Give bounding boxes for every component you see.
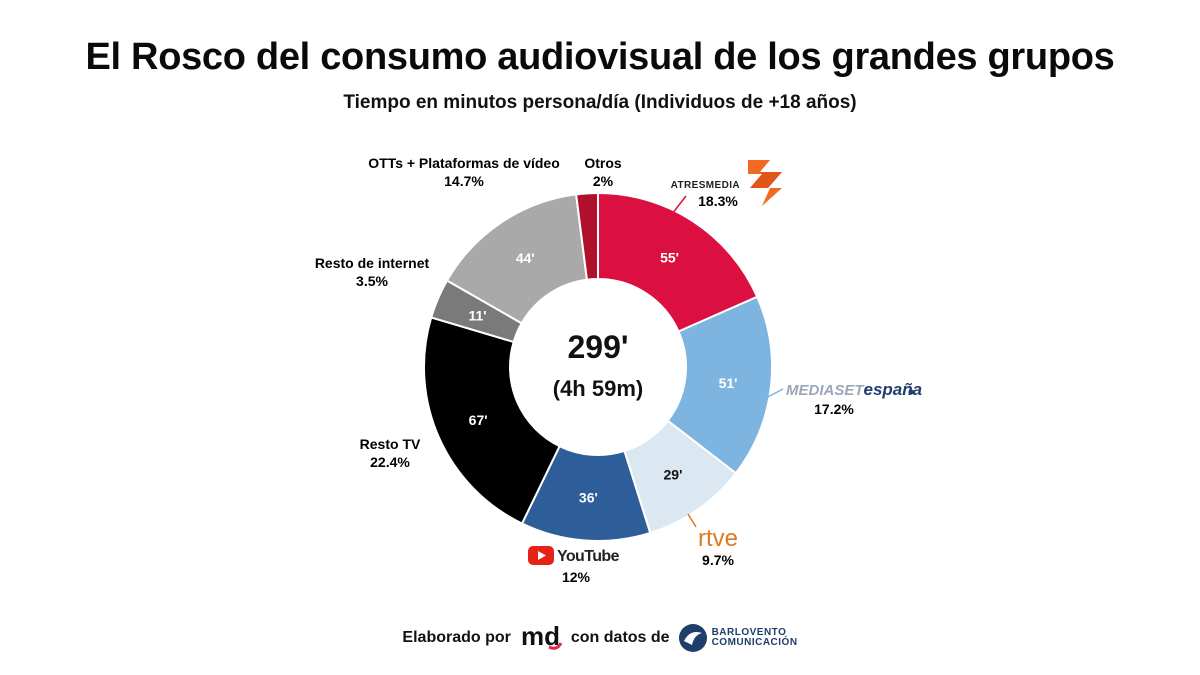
slice-value-label: 29' <box>664 466 683 482</box>
label-rtve-percent: 9.7% <box>702 552 734 568</box>
label-otts-percent: 14.7% <box>444 173 484 189</box>
label-otts-name: OTTs + Plataformas de vídeo <box>368 155 560 171</box>
slice-value-labels: 55' 51' 29' 36' 67' 11' 44' <box>469 249 738 505</box>
label-resto-tv-percent: 22.4% <box>370 454 410 470</box>
label-atresmedia-percent: 18.3% <box>698 193 738 209</box>
label-mediaset-percent: 17.2% <box>814 401 854 417</box>
slice-value-label: 55' <box>660 249 679 265</box>
slice-value-label: 44' <box>516 250 535 266</box>
youtube-logo-text: YouTube <box>557 548 620 565</box>
youtube-logo-icon <box>528 546 554 565</box>
slice-value-label: 51' <box>719 375 738 391</box>
footer-made-by: Elaborado por <box>402 629 511 646</box>
md-logo: md <box>519 623 563 653</box>
footer-with-data: con datos de <box>570 629 670 646</box>
donut-hole <box>510 279 686 455</box>
barlovento-name-2: COMUNICACIÓN <box>711 637 798 648</box>
slice-value-label: 11' <box>469 307 487 323</box>
atresmedia-logo-text: ATRESMEDIA <box>671 180 740 191</box>
center-hours: (4h 59m) <box>553 376 643 401</box>
leader-lines <box>671 195 784 528</box>
slice-value-label: 67' <box>469 412 488 428</box>
md-logo-icon: md <box>521 623 563 651</box>
barlovento-name: BARLOVENTO <box>711 627 787 638</box>
barlovento-logo-text: BARLOVENTO COMUNICACIÓN <box>712 628 798 648</box>
label-resto-internet-name: Resto de internet <box>315 255 430 271</box>
label-resto-tv-name: Resto TV <box>360 436 421 452</box>
rtve-leader-line <box>687 513 697 528</box>
chart-title: El Rosco del consumo audiovisual de los … <box>85 36 1115 78</box>
mediaset-logo-dot <box>908 389 914 395</box>
label-youtube-percent: 12% <box>562 569 591 585</box>
md-logo-text: md <box>521 623 560 651</box>
atresmedia-leader-line <box>671 195 687 215</box>
mediaset-logo-text: MEDIASETespaña <box>786 380 922 399</box>
barlovento-logo-icon <box>678 624 707 652</box>
rtve-logo-text: rtve <box>698 525 738 552</box>
barlovento-logo: BARLOVENTO COMUNICACIÓN <box>678 623 798 653</box>
label-resto-internet-percent: 3.5% <box>356 273 388 289</box>
label-otros-percent: 2% <box>593 173 614 189</box>
footer-credits: Elaborado por md con datos de BARLOVENTO… <box>0 618 1200 658</box>
slice-value-label: 36' <box>579 490 598 506</box>
chart-subtitle: Tiempo en minutos persona/día (Individuo… <box>343 92 857 113</box>
mediaset-leader-line <box>765 388 784 399</box>
label-otros-name: Otros <box>584 155 622 171</box>
donut-slices <box>423 191 773 542</box>
mediaset-logo-b: españa <box>864 380 923 399</box>
mediaset-logo-a: MEDIASET <box>786 382 865 399</box>
center-total: 299' <box>568 329 629 365</box>
atresmedia-logo-icon <box>748 160 782 206</box>
